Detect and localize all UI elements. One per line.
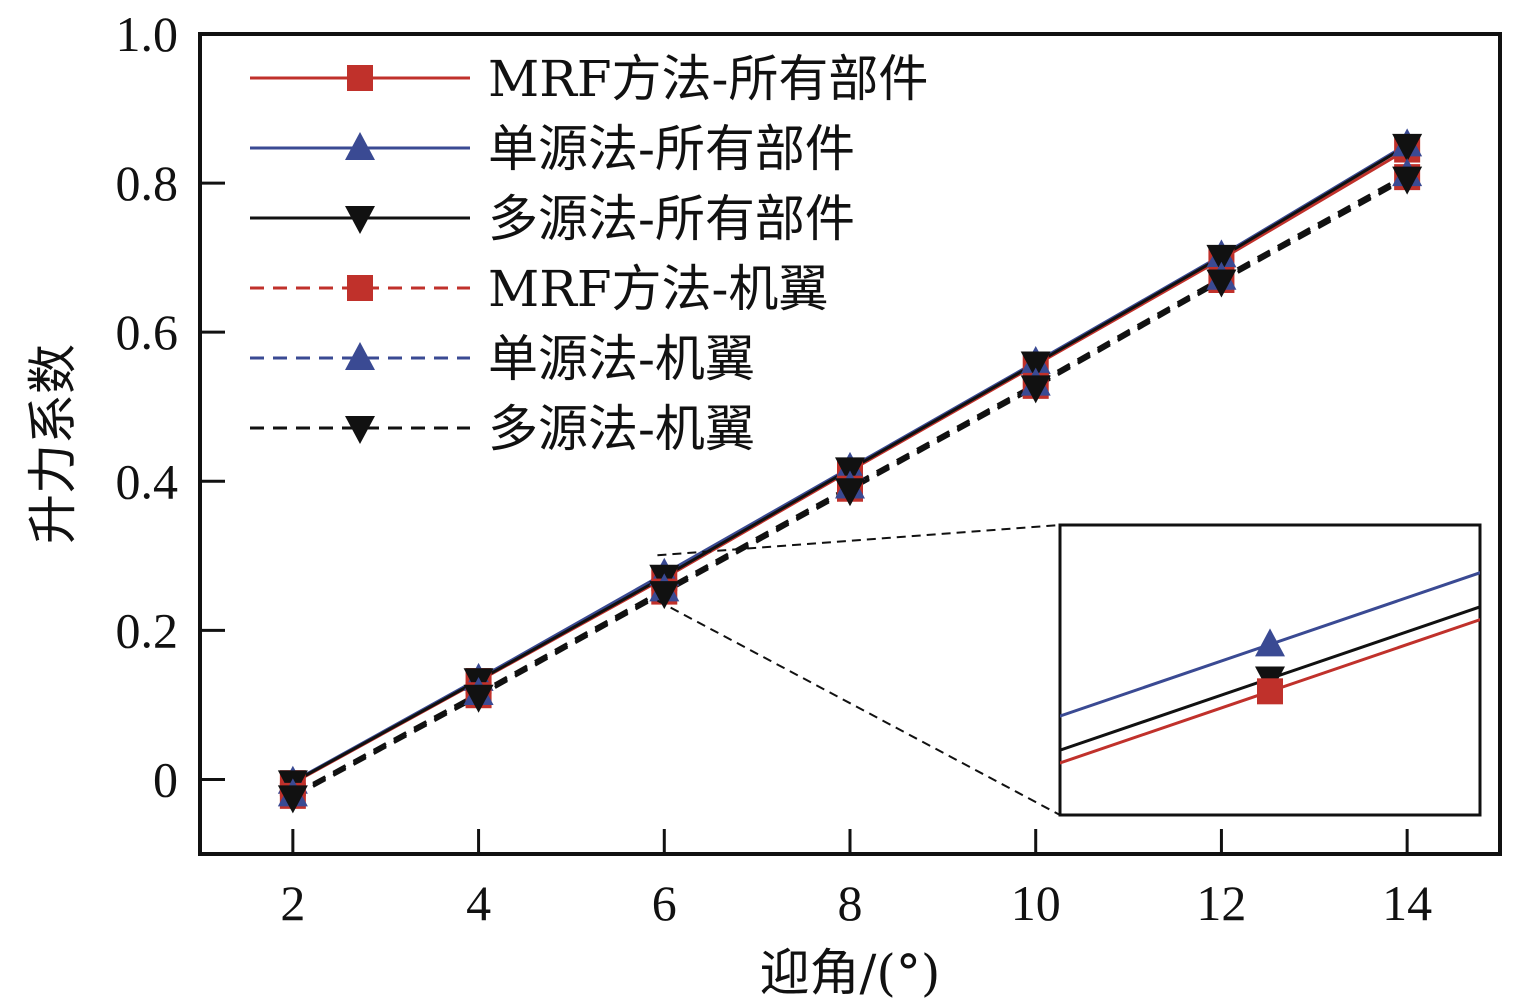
series-layer bbox=[277, 128, 1423, 814]
data-point bbox=[1206, 269, 1237, 298]
x-tick-label: 12 bbox=[1196, 875, 1246, 931]
data-point bbox=[649, 581, 680, 610]
legend-item: 单源法-机翼 bbox=[250, 330, 755, 388]
inset-content bbox=[1060, 571, 1480, 765]
x-tick-label: 10 bbox=[1011, 875, 1061, 931]
legend-marker bbox=[347, 65, 373, 91]
data-point bbox=[463, 684, 494, 713]
x-tick-label: 6 bbox=[652, 875, 677, 931]
y-tick-label: 0.2 bbox=[116, 602, 179, 658]
y-tick-label: 1.0 bbox=[116, 6, 179, 62]
x-tick-label: 14 bbox=[1382, 875, 1432, 931]
legend-marker bbox=[345, 342, 375, 370]
legend-item: 单源法-所有部件 bbox=[250, 120, 855, 178]
legend-label: 多源法-所有部件 bbox=[488, 190, 855, 248]
legend-item: 多源法-机翼 bbox=[250, 400, 755, 458]
y-tick-label: 0.6 bbox=[116, 304, 179, 360]
legend-item: 多源法-所有部件 bbox=[250, 190, 855, 248]
legend-marker bbox=[345, 416, 375, 444]
zoom-connector bbox=[657, 524, 1061, 557]
x-tick-label: 2 bbox=[280, 875, 305, 931]
inset-layer bbox=[656, 523, 1482, 817]
legend-item: MRF方法-机翼 bbox=[250, 260, 828, 318]
y-tick-label: 0.8 bbox=[116, 155, 179, 211]
y-tick-label: 0.4 bbox=[116, 453, 179, 509]
legend-label: MRF方法-机翼 bbox=[488, 260, 828, 318]
legend-item: MRF方法-所有部件 bbox=[250, 50, 928, 108]
legend-marker bbox=[347, 275, 373, 301]
data-point bbox=[835, 478, 865, 507]
data-point bbox=[1392, 166, 1423, 195]
data-point bbox=[1206, 244, 1237, 273]
legend-label: 多源法-机翼 bbox=[488, 400, 755, 458]
y-axis-title: 升力系数 bbox=[24, 344, 82, 544]
data-point bbox=[277, 785, 308, 814]
legend-marker bbox=[345, 132, 375, 160]
legend-marker bbox=[345, 206, 375, 234]
x-tick-label: 4 bbox=[466, 875, 491, 931]
legend-label: MRF方法-所有部件 bbox=[488, 50, 928, 108]
y-tick-label: 0 bbox=[153, 751, 178, 807]
data-point bbox=[1020, 375, 1051, 404]
zoom-connector bbox=[656, 599, 1061, 816]
data-point bbox=[1392, 133, 1423, 162]
x-axis-title: 迎角/(°) bbox=[760, 944, 941, 1002]
inset-point bbox=[1255, 628, 1285, 657]
legend-label: 单源法-机翼 bbox=[488, 330, 755, 388]
data-point bbox=[1020, 351, 1051, 380]
legend-label: 单源法-所有部件 bbox=[488, 120, 855, 178]
x-tick-label: 8 bbox=[838, 875, 863, 931]
axes-layer: 2 4 6 8 10 12 14 0 0.2 0.4 0.6 0.8 1.0 bbox=[116, 6, 1433, 931]
inset-point bbox=[1257, 678, 1283, 705]
